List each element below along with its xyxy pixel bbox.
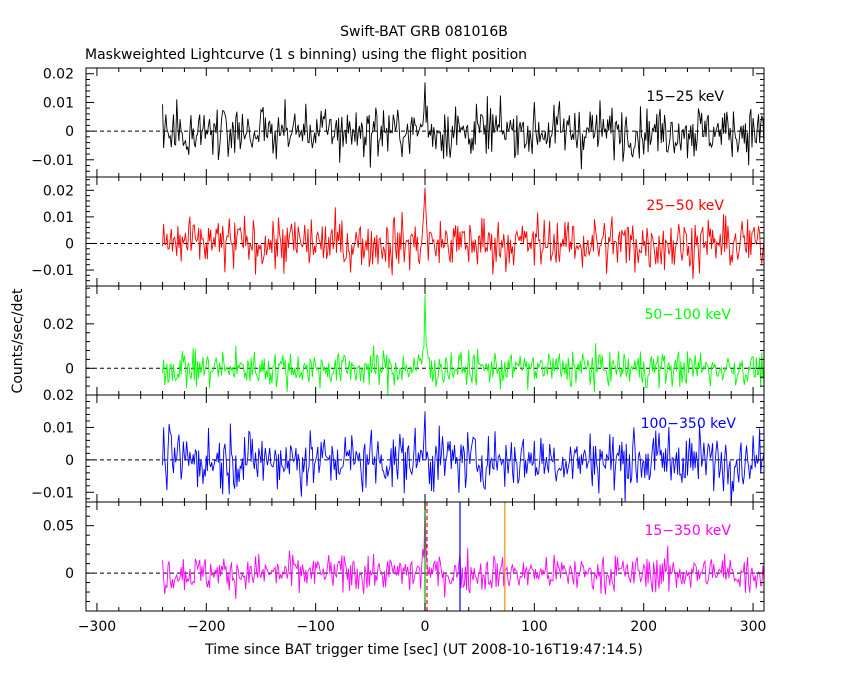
panel-label: 15−25 keV: [646, 89, 724, 105]
panel-label: 50−100 keV: [644, 307, 731, 323]
y-tick-label: −0.01: [31, 263, 74, 279]
panel-4: −0.01 0 0.01 0.02 100−350 keV: [31, 388, 765, 503]
y-tick-label: −0.01: [31, 153, 74, 169]
x-tick-label: 200: [630, 619, 657, 635]
y-tick-label: 0.02: [43, 388, 74, 404]
panel-3: 0 0.02 50−100 keV: [43, 285, 765, 396]
panels-group: −0.01 0 0.01 0.02 15−25 keV −0.01 0 0.01 0.02 25−…: [31, 67, 766, 635]
series-line-4: [162, 411, 764, 502]
panel-frame: [85, 394, 765, 503]
panel-label: 25−50 keV: [646, 198, 724, 214]
x-tick-label: 100: [521, 619, 548, 635]
x-tick-label: −300: [78, 619, 116, 635]
panel-1: −0.01 0 0.01 0.02 15−25 keV: [31, 67, 765, 178]
x-tick-label: 300: [740, 619, 767, 635]
y-tick-label: 0.01: [43, 210, 74, 226]
x-axis-label: Time since BAT trigger time [sec] (UT 20…: [204, 642, 643, 658]
x-tick-label: 0: [421, 619, 430, 635]
panel-label: 15−350 keV: [644, 523, 731, 539]
series-line-5: [162, 506, 764, 599]
y-tick-label: 0.01: [43, 420, 74, 436]
x-tick-label: −100: [296, 619, 334, 635]
y-tick-label: 0: [65, 236, 74, 252]
panel-label: 100−350 keV: [641, 416, 737, 432]
y-tick-label: 0.02: [43, 183, 74, 199]
y-tick-label: 0.02: [43, 317, 74, 333]
y-tick-label: 0.02: [43, 67, 74, 83]
y-tick-label: 0: [65, 453, 74, 469]
series-line-1: [162, 82, 764, 170]
y-axis-label: Counts/sec/det: [10, 288, 26, 393]
x-tick-label: −200: [187, 619, 225, 635]
y-tick-label: 0.05: [43, 519, 74, 535]
chart-subtitle: Maskweighted Lightcurve (1 s binning) us…: [85, 47, 527, 63]
chart-title: Swift-BAT GRB 081016B: [340, 24, 508, 40]
y-tick-label: 0.01: [43, 95, 74, 111]
y-tick-label: 0: [65, 361, 74, 377]
panel-2: −0.01 0 0.01 0.02 25−50 keV: [31, 176, 765, 287]
series-line-3: [162, 294, 764, 395]
y-tick-label: 0: [65, 124, 74, 140]
series-line-2: [162, 187, 764, 280]
panel-5: 0 0.05 15−350 keV: [43, 501, 765, 612]
y-tick-label: 0: [65, 566, 74, 582]
y-tick-label: −0.01: [31, 485, 74, 501]
